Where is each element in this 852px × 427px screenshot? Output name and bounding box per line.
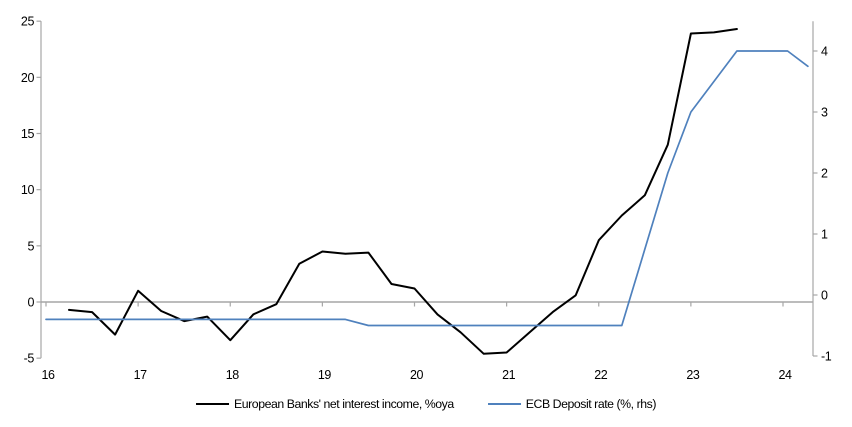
x-tick-label: 24	[778, 368, 792, 382]
y-right-tick-label: 4	[821, 45, 828, 59]
ecb-deposit-rate-line	[45, 50, 809, 327]
nii-line	[68, 28, 738, 355]
x-tick-label: 22	[594, 368, 608, 382]
y-left-tick-label: 25	[21, 15, 35, 29]
x-tick-label: 23	[686, 368, 700, 382]
y-right-tick-label: 1	[821, 228, 828, 242]
y-left-tick-label: 10	[21, 183, 35, 197]
legend-label-ecb: ECB Deposit rate (%, rhs)	[525, 397, 657, 411]
y-left-tick-label: 5	[27, 239, 34, 253]
x-tick-label: 20	[410, 368, 424, 382]
x-tick-label: 21	[502, 368, 516, 382]
chart-legend: European Banks' net interest income, %oy…	[196, 397, 656, 411]
ecb-line-swatch	[487, 403, 521, 405]
x-tick-label: 16	[41, 368, 55, 382]
y-left-tick-label: 0	[27, 296, 34, 310]
legend-item-nii: European Banks' net interest income, %oy…	[196, 397, 454, 411]
y-right-tick-label: 3	[821, 106, 828, 120]
x-tick-label: 19	[318, 368, 332, 382]
y-left-tick-label: 20	[21, 71, 35, 85]
y-right-tick-label: 2	[821, 167, 828, 181]
nii-line-swatch	[196, 403, 230, 405]
y-right-tick-label: -1	[821, 350, 832, 364]
legend-item-ecb: ECB Deposit rate (%, rhs)	[487, 397, 657, 411]
x-tick-label: 17	[134, 368, 148, 382]
legend-label-nii: European Banks' net interest income, %oy…	[234, 397, 454, 411]
y-right-tick-label: 0	[821, 289, 828, 303]
x-tick-label: 18	[226, 368, 240, 382]
y-left-tick-label: -5	[24, 352, 35, 366]
y-left-tick-label: 15	[21, 127, 35, 141]
